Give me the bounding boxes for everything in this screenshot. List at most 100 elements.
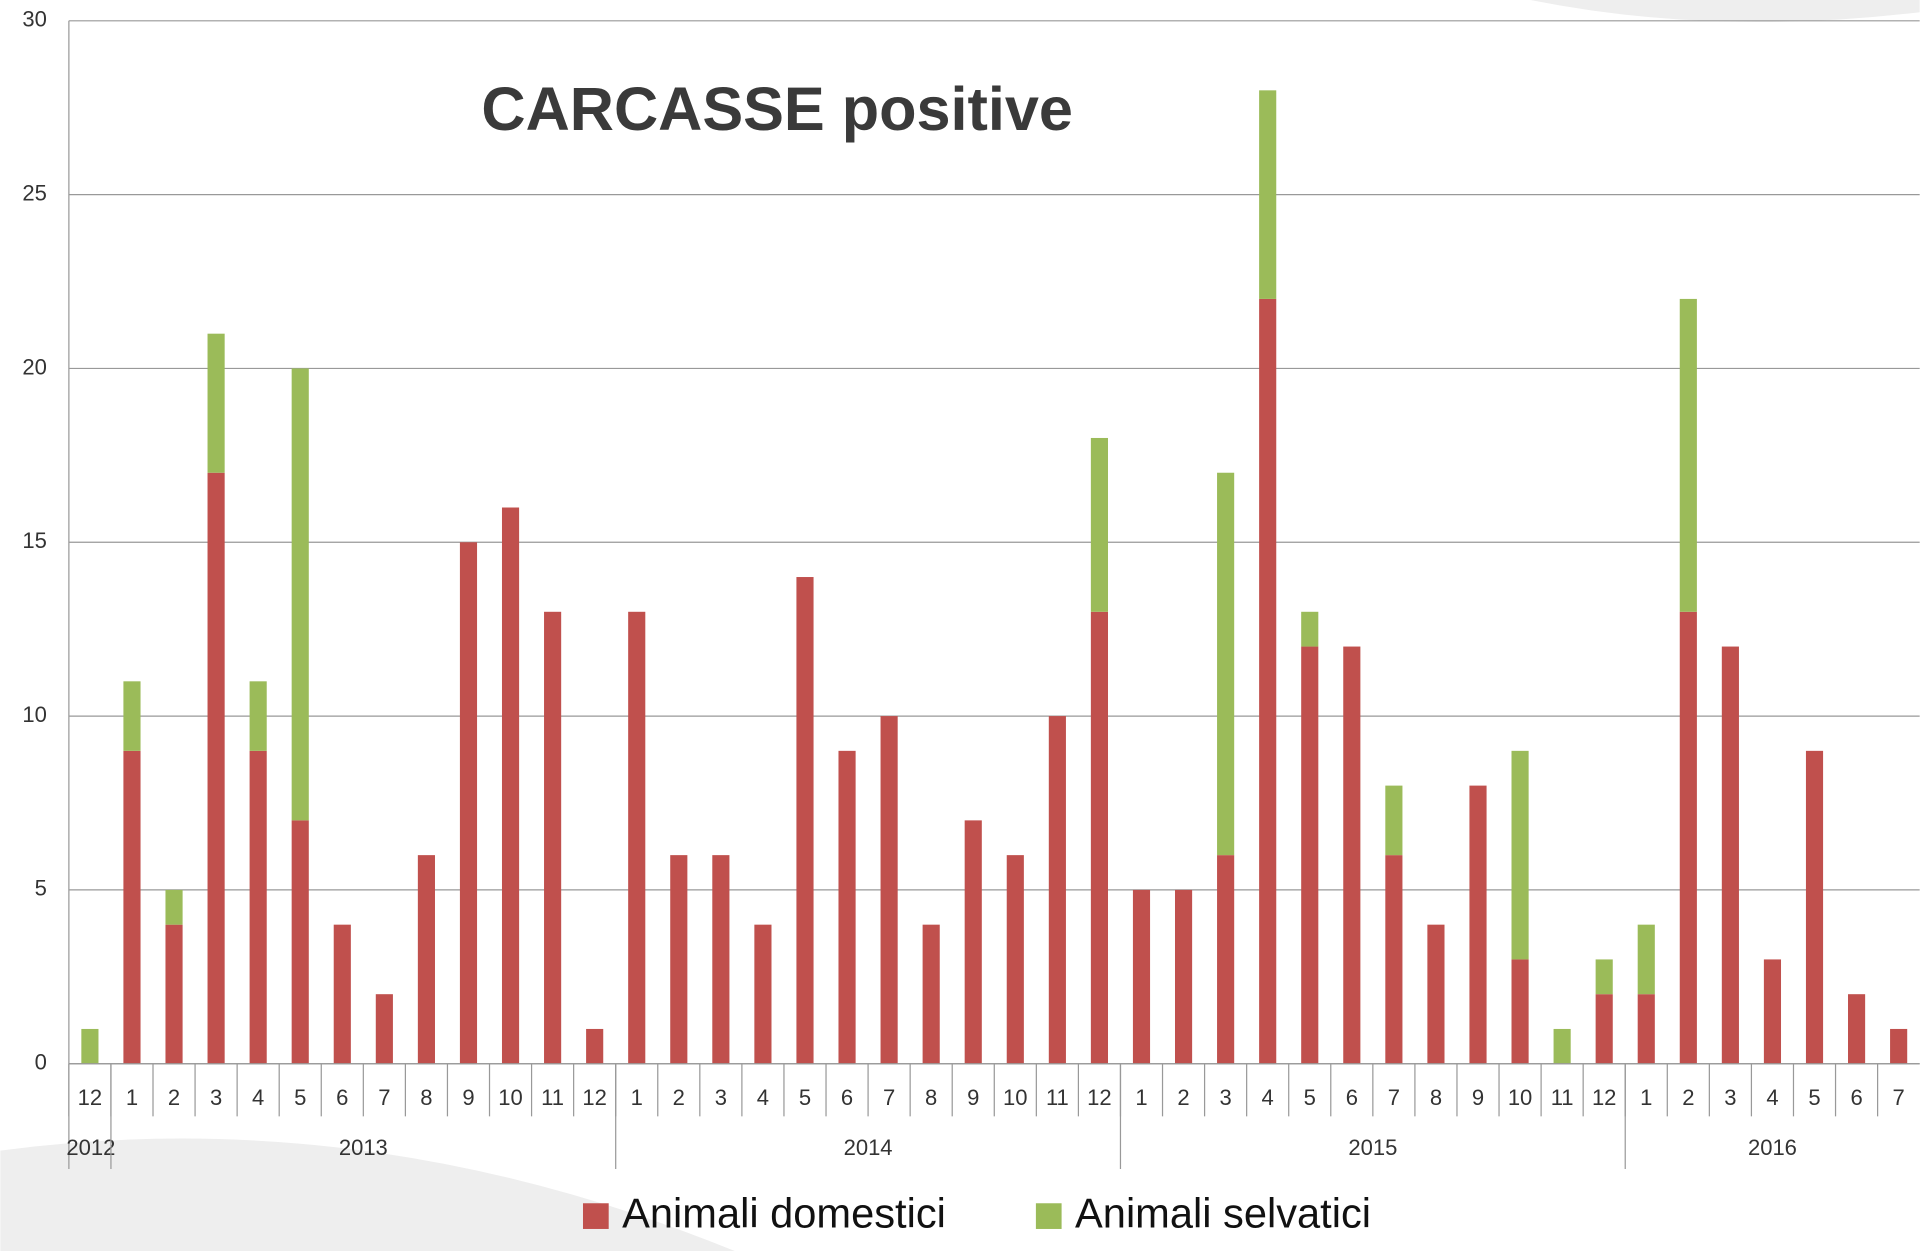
bar-segment: [1763, 959, 1782, 1064]
bar-segment: [1805, 750, 1824, 1064]
bar-segment: [165, 889, 183, 925]
x-tick-label: 5: [799, 1085, 811, 1110]
legend-swatch: [582, 1203, 609, 1229]
bar-segment: [1259, 298, 1277, 1064]
bar-segment: [1848, 994, 1866, 1064]
bar-segment: [586, 1028, 604, 1064]
x-tick-label: 4: [1766, 1085, 1778, 1110]
y-tick-label: 0: [35, 1050, 47, 1075]
bar-segment: [207, 333, 225, 473]
x-tick-label: 7: [883, 1085, 895, 1110]
bar-segment: [964, 820, 982, 1064]
year-label: 2014: [844, 1135, 893, 1160]
bar-segment: [1553, 1028, 1571, 1064]
bar-segment: [1048, 716, 1066, 1064]
bar-segment: [1174, 889, 1193, 1064]
bar-segment: [1595, 959, 1613, 995]
x-tick-label: 11: [1046, 1085, 1069, 1110]
x-tick-label: 8: [420, 1085, 432, 1110]
year-label: 2012: [66, 1135, 115, 1160]
bar-segment: [880, 716, 898, 1064]
year-label: 2013: [339, 1135, 388, 1160]
bar-segment: [1343, 646, 1361, 1064]
bar-segment: [1427, 924, 1445, 1064]
x-tick-label: 9: [1472, 1085, 1484, 1110]
x-tick-label: 10: [1003, 1085, 1028, 1110]
bar-segment: [1301, 646, 1319, 1064]
y-tick-label: 20: [22, 354, 47, 379]
bar-segment: [1511, 959, 1529, 1064]
bar-segment: [1090, 611, 1109, 1064]
bar-segment: [417, 855, 435, 1064]
legend-label: Animali selvatici: [1075, 1190, 1371, 1237]
y-tick-label: 15: [22, 528, 47, 553]
x-tick-label: 7: [1388, 1085, 1400, 1110]
x-tick-label: 10: [498, 1085, 522, 1110]
chart-title: CARCASSE positive: [481, 75, 1073, 143]
bar-segment: [1090, 437, 1109, 612]
bar-segment: [333, 924, 351, 1064]
x-tick-label: 10: [1508, 1085, 1532, 1110]
bar-segment: [1511, 750, 1529, 960]
bar-segment: [1385, 855, 1403, 1064]
y-tick-label: 10: [22, 702, 47, 727]
x-tick-label: 1: [631, 1085, 643, 1110]
bar-segment: [1006, 855, 1024, 1064]
bar-segment: [1679, 611, 1697, 1064]
bar-segment: [712, 855, 730, 1064]
x-tick-label: 6: [841, 1085, 853, 1110]
decoration: [0, 1138, 735, 1251]
bar-segment: [1259, 90, 1277, 299]
bar-segment: [123, 750, 141, 1064]
bar-segment: [1721, 646, 1739, 1064]
bar-segment: [1595, 994, 1613, 1064]
bar-segment: [754, 924, 772, 1064]
bar-segment: [670, 855, 688, 1064]
x-tick-label: 8: [925, 1085, 937, 1110]
y-tick-label: 5: [35, 876, 47, 901]
decoration: [1530, 0, 1920, 23]
x-tick-label: 5: [294, 1085, 306, 1110]
x-tick-label: 9: [462, 1085, 474, 1110]
x-tick-label: 5: [1304, 1085, 1316, 1110]
bar-segment: [922, 924, 940, 1064]
bar-segment: [1385, 785, 1403, 856]
x-tick-label: 2: [673, 1085, 685, 1110]
bar-segment: [1217, 855, 1235, 1064]
x-tick-label: 12: [1087, 1085, 1112, 1110]
x-tick-label: 1: [126, 1085, 138, 1110]
x-tick-label: 12: [582, 1085, 607, 1110]
legend-label: Animali domestici: [622, 1190, 946, 1237]
bar-segment: [249, 750, 267, 1064]
bar-segment: [1469, 785, 1487, 1064]
x-tick-label: 1: [1640, 1085, 1652, 1110]
x-tick-label: 3: [715, 1085, 727, 1110]
x-tick-label: 4: [1262, 1085, 1274, 1110]
x-tick-label: 8: [1430, 1085, 1442, 1110]
bar-segment: [81, 1028, 99, 1064]
x-tick-label: 6: [336, 1085, 348, 1110]
y-tick-label: 25: [22, 180, 47, 205]
legend-swatch: [1035, 1203, 1062, 1229]
x-tick-label: 7: [1893, 1085, 1905, 1110]
bar-segment: [207, 472, 225, 1064]
x-tick-label: 9: [967, 1085, 979, 1110]
bar-segment: [1217, 472, 1235, 856]
bar-segment: [1132, 889, 1151, 1064]
x-tick-label: 4: [252, 1085, 264, 1110]
x-tick-label: 5: [1808, 1085, 1820, 1110]
x-tick-label: 3: [210, 1085, 222, 1110]
x-tick-label: 12: [1592, 1085, 1616, 1110]
bar-segment: [375, 994, 393, 1064]
x-tick-label: 3: [1219, 1085, 1231, 1110]
x-tick-label: 3: [1724, 1085, 1736, 1110]
bar-segment: [838, 750, 856, 1064]
x-tick-label: 1: [1135, 1085, 1147, 1110]
x-tick-label: 2: [1682, 1085, 1694, 1110]
bar-segment: [123, 681, 141, 751]
bar-segment: [1679, 298, 1697, 612]
x-tick-label: 6: [1346, 1085, 1358, 1110]
x-tick-label: 6: [1850, 1085, 1862, 1110]
bar-segment: [1890, 1028, 1908, 1064]
bar-segment: [501, 507, 520, 1064]
